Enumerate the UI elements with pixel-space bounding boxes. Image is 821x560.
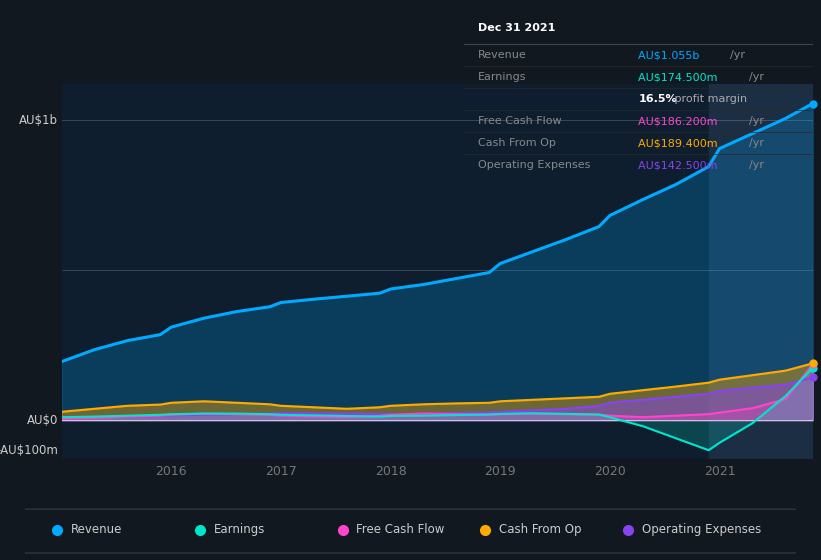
- Text: profit margin: profit margin: [672, 94, 748, 104]
- Text: Cash From Op: Cash From Op: [478, 138, 556, 148]
- Text: AU$174.500m: AU$174.500m: [639, 72, 722, 82]
- Text: Cash From Op: Cash From Op: [499, 523, 582, 536]
- Text: /yr: /yr: [730, 50, 745, 60]
- Text: -AU$100m: -AU$100m: [0, 444, 57, 457]
- Text: Earnings: Earnings: [213, 523, 265, 536]
- Point: [806, 360, 819, 369]
- Text: Free Cash Flow: Free Cash Flow: [356, 523, 445, 536]
- Text: AU$1.055b: AU$1.055b: [639, 50, 704, 60]
- Text: AU$142.500m: AU$142.500m: [639, 160, 722, 170]
- Text: /yr: /yr: [750, 72, 764, 82]
- Text: Operating Expenses: Operating Expenses: [478, 160, 590, 170]
- Bar: [709, 84, 813, 459]
- Text: 16.5%: 16.5%: [639, 94, 677, 104]
- Text: 2016: 2016: [155, 465, 187, 478]
- Text: 2019: 2019: [484, 465, 516, 478]
- Text: /yr: /yr: [750, 138, 764, 148]
- Text: Operating Expenses: Operating Expenses: [642, 523, 761, 536]
- Text: AU$186.200m: AU$186.200m: [639, 116, 722, 127]
- Text: AU$1b: AU$1b: [19, 114, 57, 127]
- Point: [806, 99, 819, 108]
- Text: 2017: 2017: [265, 465, 296, 478]
- Point: [806, 359, 819, 368]
- Text: AU$189.400m: AU$189.400m: [639, 138, 722, 148]
- Point: [806, 363, 819, 372]
- Text: 2018: 2018: [374, 465, 406, 478]
- Text: Revenue: Revenue: [478, 50, 526, 60]
- Text: Free Cash Flow: Free Cash Flow: [478, 116, 562, 127]
- Text: 2021: 2021: [704, 465, 736, 478]
- Text: 2020: 2020: [594, 465, 626, 478]
- Text: Revenue: Revenue: [71, 523, 122, 536]
- Text: AU$0: AU$0: [26, 414, 57, 427]
- Point: [806, 373, 819, 382]
- Text: Dec 31 2021: Dec 31 2021: [478, 23, 555, 32]
- Text: /yr: /yr: [750, 116, 764, 127]
- Text: /yr: /yr: [750, 160, 764, 170]
- Text: Earnings: Earnings: [478, 72, 526, 82]
